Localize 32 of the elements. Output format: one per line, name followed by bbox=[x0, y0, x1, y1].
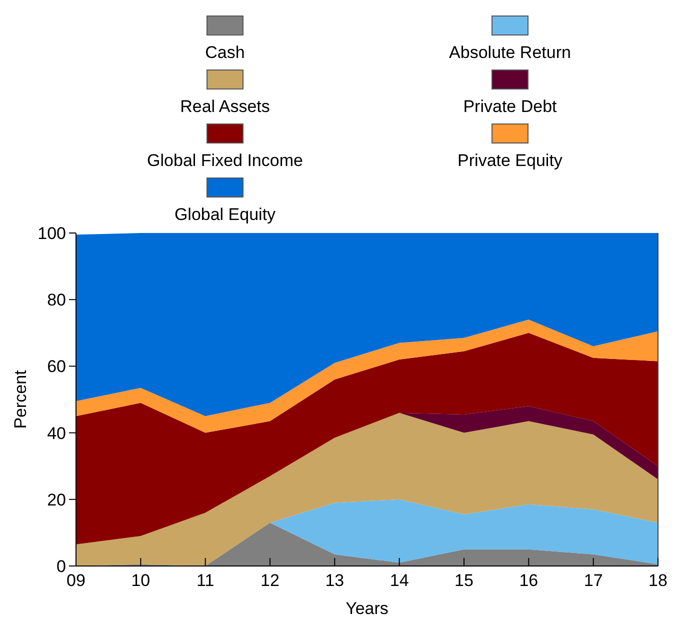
legend-item: Absolute Return bbox=[449, 16, 571, 62]
legend-item: Global Equity bbox=[174, 178, 276, 224]
legend-label: Cash bbox=[205, 43, 245, 62]
y-tick-label: 100 bbox=[38, 224, 66, 243]
x-tick-label: 16 bbox=[519, 571, 538, 590]
x-tick-label: 17 bbox=[584, 571, 603, 590]
x-tick-label: 10 bbox=[131, 571, 150, 590]
legend-item: Private Debt bbox=[463, 70, 557, 116]
legend-label: Private Equity bbox=[458, 151, 563, 170]
y-tick-label: 20 bbox=[47, 490, 66, 510]
legend-label: Global Fixed Income bbox=[147, 151, 303, 170]
x-tick-label: 09 bbox=[66, 571, 86, 590]
x-tick-label: 11 bbox=[196, 571, 214, 590]
legend-item: Real Assets bbox=[180, 70, 270, 116]
x-axis-title: Years bbox=[346, 599, 388, 618]
x-tick-label: 14 bbox=[390, 571, 409, 590]
x-tick-label: 18 bbox=[648, 571, 668, 590]
y-tick-label: 0 bbox=[56, 556, 66, 576]
legend-item: Cash bbox=[205, 16, 245, 62]
y-tick-label: 60 bbox=[47, 357, 66, 376]
legend-label: Absolute Return bbox=[449, 43, 571, 62]
series-label: Global Equity bbox=[174, 205, 276, 224]
x-tick-label: 15 bbox=[454, 571, 474, 590]
legend-item: Global Fixed Income bbox=[147, 124, 303, 170]
y-axis-title: Percent bbox=[11, 370, 30, 429]
y-tick-label: 80 bbox=[47, 290, 66, 310]
x-tick-label: 13 bbox=[325, 571, 344, 590]
legend-label: Private Debt bbox=[463, 97, 558, 116]
y-tick-label: 40 bbox=[47, 424, 66, 443]
legend-item: Private Equity bbox=[458, 124, 562, 170]
x-tick-label: 12 bbox=[260, 571, 280, 590]
legend-label: Real Assets bbox=[180, 97, 270, 116]
